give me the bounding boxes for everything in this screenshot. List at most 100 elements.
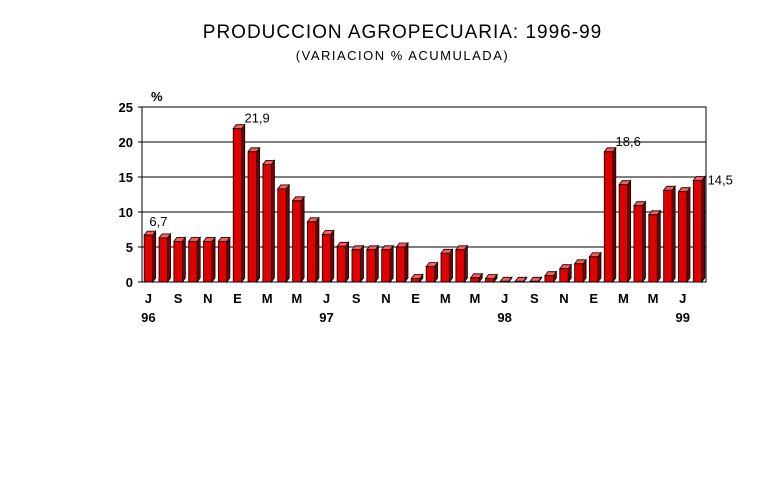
bar-side [389, 244, 394, 284]
bar [529, 276, 543, 284]
bar [262, 159, 276, 284]
bar-front [217, 240, 228, 283]
bar-front [321, 233, 332, 283]
bar-side [226, 236, 231, 284]
bar-front [618, 184, 629, 283]
bar-side [701, 175, 706, 284]
x-year-label: 98 [497, 310, 511, 325]
bar [217, 236, 231, 284]
bar-side [612, 146, 617, 284]
x-tick-label: M [291, 291, 302, 306]
bar-side [196, 236, 201, 284]
bar-front [292, 200, 302, 283]
bar-side [285, 183, 290, 284]
bar [395, 241, 409, 284]
bar-front [529, 280, 539, 283]
y-axis-label: % [151, 89, 163, 104]
bar-front [381, 249, 391, 283]
y-tick-label: 20 [119, 135, 133, 150]
bar-front [603, 151, 614, 283]
bar [544, 270, 558, 284]
bar-front [351, 249, 361, 283]
bar-front [232, 128, 243, 283]
bar [187, 236, 201, 284]
x-year-label: 97 [319, 310, 333, 325]
x-year-label: 96 [141, 310, 155, 325]
data-label: 21,9 [244, 111, 269, 126]
bar-front [559, 268, 569, 283]
chart-title: PRODUCCION AGROPECUARIA: 1996-99 [202, 22, 603, 43]
bar-front [336, 245, 347, 283]
bar-front [247, 151, 257, 283]
x-tick-label: M [618, 291, 629, 306]
bar-front [277, 188, 287, 283]
x-tick-label: J [145, 291, 152, 306]
x-tick-label: M [648, 291, 659, 306]
bar-side [463, 244, 468, 284]
bar [410, 273, 424, 284]
bar-front [485, 278, 495, 283]
bar-side [642, 200, 646, 284]
bar-front [574, 263, 584, 283]
bar-front [203, 240, 213, 283]
x-tick-label: S [530, 291, 539, 306]
bar-side [656, 209, 661, 284]
bar-front [188, 240, 198, 283]
bar [247, 146, 261, 284]
bar [440, 248, 454, 284]
x-tick-label: N [381, 291, 390, 306]
bar [484, 273, 498, 284]
bar [618, 179, 632, 284]
y-tick-label: 10 [119, 205, 133, 220]
data-label: 14,5 [708, 173, 733, 188]
x-tick-label: J [501, 291, 508, 306]
plot-frame [141, 106, 707, 283]
x-tick-label: M [262, 291, 273, 306]
bar-side [330, 229, 335, 284]
bar-front [440, 252, 450, 283]
bar-front [158, 237, 168, 283]
bar-side [671, 185, 676, 284]
bar-side [374, 244, 379, 284]
bar-side [300, 195, 305, 284]
bar-front [470, 277, 480, 283]
bar-side [256, 146, 260, 284]
x-tick-label: M [440, 291, 451, 306]
bar [499, 276, 513, 284]
bar-front [514, 280, 525, 283]
x-tick-label: N [559, 291, 568, 306]
bar-front [499, 280, 510, 283]
bar-front [589, 256, 599, 283]
bar [143, 229, 157, 284]
bar [276, 183, 291, 284]
bar-side [449, 248, 453, 284]
x-tick-label: J [679, 291, 686, 306]
bar-front [544, 275, 554, 283]
bar-front [143, 234, 154, 283]
bar-front [678, 191, 688, 283]
bar-front [262, 163, 272, 283]
bar [677, 186, 691, 284]
bar [662, 185, 676, 284]
bar [336, 241, 350, 284]
bar-side [597, 251, 602, 284]
bar [469, 272, 483, 284]
y-tick-label: 15 [119, 170, 133, 185]
bar-front [410, 278, 421, 283]
bar-side [241, 123, 246, 284]
bar-front [396, 246, 406, 283]
x-tick-label: J [323, 291, 330, 306]
bar [514, 276, 528, 284]
bar [425, 261, 439, 284]
bar-front [633, 205, 643, 283]
bar [173, 236, 187, 284]
bar-front [663, 189, 673, 283]
bar-front [307, 221, 317, 283]
bar-front [455, 249, 465, 283]
bar [158, 232, 172, 284]
labels: 6,7 21,9 18,6 14,5 [149, 111, 732, 229]
bar [633, 200, 647, 284]
bar [366, 244, 380, 284]
bar [202, 236, 216, 284]
bar-front [173, 240, 183, 283]
